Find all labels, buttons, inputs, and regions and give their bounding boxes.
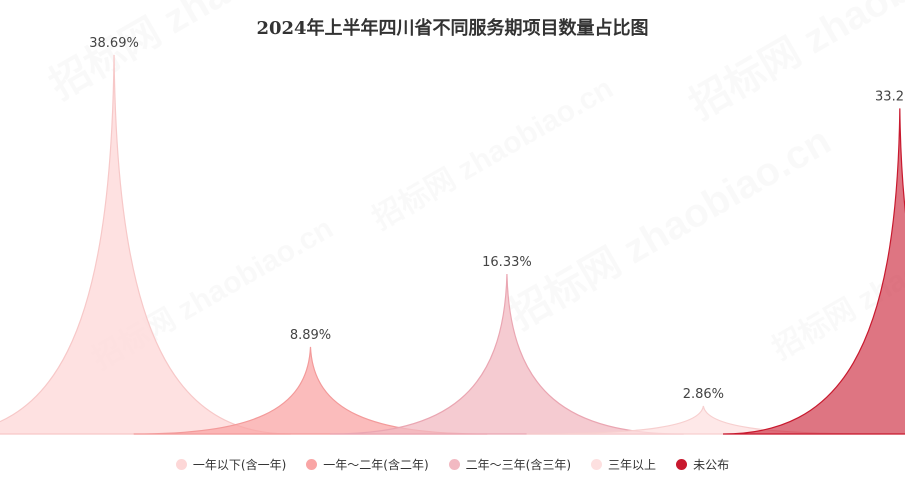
chart-series-layer [0, 54, 905, 435]
data-label-1: 38.69% [89, 36, 139, 51]
legend-item-2[interactable]: 一年～二年(含二年) [306, 456, 429, 473]
legend-label: 三年以上 [608, 458, 657, 472]
data-label-4: 2.86% [683, 387, 724, 402]
legend-dot-icon [448, 459, 460, 470]
chart-legend: 一年以下(含一年) 一年～二年(含二年) 二年～三年(含三年) 三年以上 未公布 [0, 456, 905, 473]
legend-dot-icon [591, 459, 603, 470]
legend-item-1[interactable]: 一年以下(含一年) [175, 456, 287, 473]
data-label-3: 16.33% [482, 255, 532, 270]
legend-item-4[interactable]: 三年以上 [591, 456, 656, 473]
legend-label: 未公布 [693, 458, 730, 472]
legend-dot-icon [175, 459, 187, 470]
data-label-layer: 38.69% 8.89% 16.33% 2.86% 33.23% [89, 36, 905, 402]
watermark-text: 招标网 zhaobiao.cn [683, 0, 905, 128]
watermark-text: 招标网 zhaobiao.cn [367, 72, 619, 236]
legend-dot-icon [676, 459, 688, 470]
spike-mark-5[interactable] [723, 108, 905, 435]
chart-title: 2024年上半年四川省不同服务期项目数量占比图 [256, 18, 649, 39]
watermark-text: 招标网 zhaobiao.cn [503, 119, 839, 338]
watermark-text: 招标网 zhaobiao.cn [43, 0, 379, 108]
legend-dot-icon [306, 459, 318, 470]
spike-mark-1[interactable] [0, 54, 291, 435]
data-label-5: 33.23% [875, 89, 905, 104]
spike-mark-3[interactable] [330, 273, 684, 435]
data-label-2: 8.89% [290, 328, 331, 343]
legend-item-5[interactable]: 未公布 [676, 456, 729, 473]
legend-label: 一年以下(含一年) [192, 458, 287, 472]
legend-label: 一年～二年(含二年) [323, 458, 429, 472]
legend-item-3[interactable]: 二年～三年(含三年) [448, 456, 572, 473]
legend-label: 二年～三年(含三年) [465, 458, 572, 472]
